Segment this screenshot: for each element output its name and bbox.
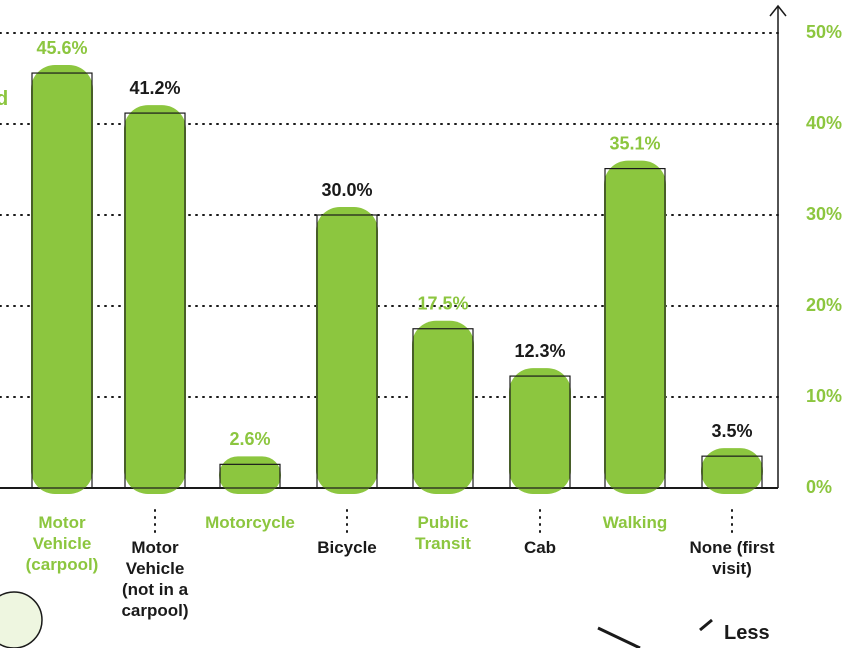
bar — [316, 207, 378, 494]
x-tick-label: Motor Vehicle (not in a carpool) — [121, 538, 189, 620]
value-label: 12.3% — [514, 341, 565, 361]
bar-outline — [219, 463, 281, 489]
value-label: 17.5% — [417, 294, 468, 314]
bar-outline — [509, 375, 571, 489]
value-label: 3.5% — [711, 421, 752, 441]
bar — [509, 368, 571, 494]
y-tick-label: 50% — [806, 22, 842, 42]
bar — [412, 320, 474, 494]
y-tick-label: 40% — [806, 113, 842, 133]
x-tick-label: Motorcycle — [205, 513, 295, 532]
value-label: 30.0% — [321, 180, 372, 200]
bar-outline — [316, 214, 378, 489]
value-label: 2.6% — [229, 429, 270, 449]
bar-outline — [701, 455, 763, 489]
x-tick-label: Bicycle — [317, 538, 377, 557]
y-tick-label: 0% — [806, 477, 832, 497]
bar — [604, 160, 666, 494]
value-label: 45.6% — [36, 38, 87, 58]
bar-outline — [604, 167, 666, 489]
annotation: Less — [724, 622, 770, 644]
decor-circle — [0, 591, 43, 648]
annotation: d — [0, 88, 9, 110]
y-tick-label: 30% — [806, 204, 842, 224]
y-axis-arrow — [769, 4, 787, 17]
x-tick-label: Motor Vehicle (carpool) — [25, 513, 99, 574]
bar — [701, 448, 763, 494]
value-label: 41.2% — [129, 78, 180, 98]
x-tick-label: Cab — [523, 538, 557, 557]
x-tick-label: Public Transit — [415, 513, 471, 553]
bar — [219, 456, 281, 494]
y-tick-label: 10% — [806, 386, 842, 406]
bar — [31, 65, 93, 494]
bar-outline — [412, 328, 474, 489]
decor-strokes — [597, 618, 713, 648]
bar-outline — [124, 112, 186, 489]
bar — [124, 105, 186, 494]
bar-outline — [31, 72, 93, 489]
x-tick-label: None (first visit) — [689, 538, 775, 578]
y-tick-label: 20% — [806, 295, 842, 315]
value-label: 35.1% — [609, 133, 660, 153]
x-tick-label: Walking — [602, 513, 668, 532]
